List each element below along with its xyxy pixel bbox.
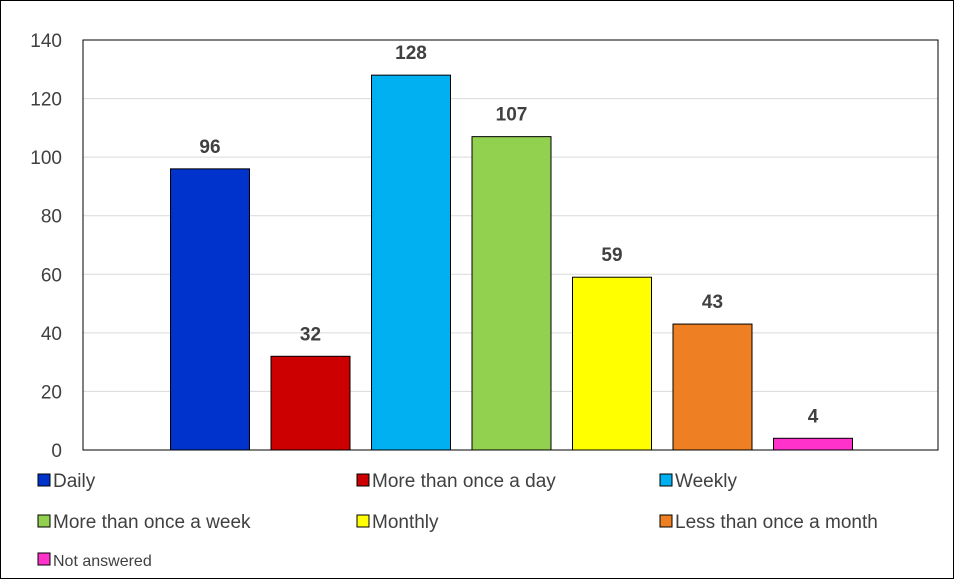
- legend-label: Not answered: [53, 553, 152, 570]
- data-label: 128: [395, 43, 427, 64]
- legend-swatch: [37, 514, 51, 528]
- data-label: 107: [496, 105, 528, 126]
- legend-label: Monthly: [372, 512, 439, 533]
- legend-label: Less than once a month: [675, 512, 878, 533]
- legend-label: More than once a day: [372, 471, 556, 492]
- data-label: 59: [601, 245, 622, 266]
- bar: [270, 355, 351, 451]
- bar: [672, 323, 753, 451]
- bar: [371, 74, 451, 451]
- legend-swatch: [659, 473, 673, 487]
- y-tick-label: 60: [41, 265, 62, 286]
- data-label: 32: [300, 324, 321, 345]
- y-tick-label: 140: [30, 31, 62, 52]
- legend-swatch: [356, 514, 370, 528]
- bar: [170, 168, 250, 451]
- bar: [572, 276, 652, 451]
- data-label: 4: [808, 406, 819, 427]
- data-label: 43: [702, 292, 723, 313]
- data-label: 96: [199, 137, 220, 158]
- legend-label: More than once a week: [53, 512, 251, 533]
- y-tick-label: 120: [30, 90, 62, 111]
- legend-swatch: [659, 514, 673, 528]
- legend-swatch: [37, 552, 51, 566]
- y-tick-label: 100: [30, 148, 62, 169]
- legend-swatch: [37, 473, 51, 487]
- y-tick-label: 40: [41, 324, 62, 345]
- bar: [471, 136, 552, 451]
- legend-swatch: [356, 473, 370, 487]
- bar: [773, 437, 853, 451]
- y-tick-label: 20: [41, 382, 62, 403]
- y-tick-label: 0: [51, 441, 62, 462]
- legend-label: Weekly: [675, 471, 737, 492]
- y-tick-label: 80: [41, 207, 62, 228]
- legend-label: Daily: [53, 471, 96, 492]
